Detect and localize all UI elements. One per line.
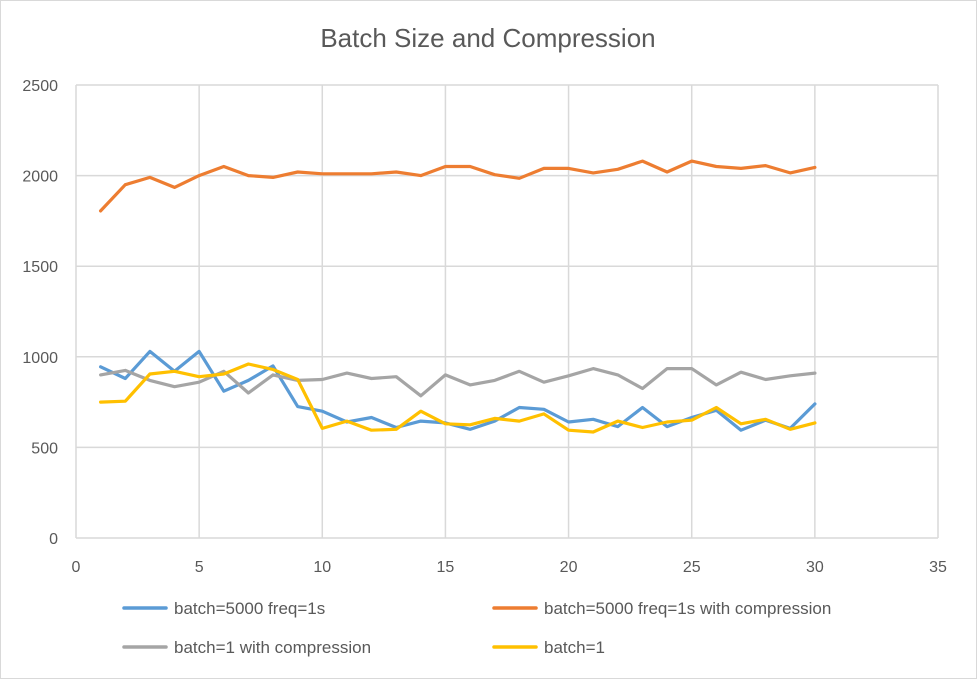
legend-item: batch=1 with compression	[122, 638, 371, 657]
x-tick-label: 0	[72, 559, 81, 576]
x-tick-label: 20	[560, 559, 578, 576]
series-layer	[98, 159, 817, 434]
series-line-batch-5000-freq-1s	[98, 349, 817, 432]
axis-ticks: 0 500 1000 1500 2000 2500 0 5 10 15 20 25 30 35	[22, 78, 947, 576]
x-tick-label: 30	[806, 559, 824, 576]
x-tick-label: 10	[313, 559, 331, 576]
chart-title: Batch Size and Compression	[320, 23, 655, 53]
x-tick-label: 35	[929, 559, 947, 576]
legend-item: batch=5000 freq=1s	[122, 599, 325, 618]
y-tick-label: 2500	[22, 78, 58, 95]
x-tick-label: 25	[683, 559, 701, 576]
series-line-batch-1-with-compression	[98, 367, 817, 398]
legend-label: batch=1	[544, 638, 605, 657]
legend-label: batch=5000 freq=1s	[174, 599, 325, 618]
y-tick-label: 500	[31, 440, 58, 457]
y-tick-label: 1000	[22, 350, 58, 367]
legend-item: batch=1	[492, 638, 605, 657]
legend-label: batch=5000 freq=1s with compression	[544, 599, 831, 618]
legend: batch=5000 freq=1s batch=5000 freq=1s wit…	[122, 599, 831, 657]
legend-item: batch=5000 freq=1s with compression	[492, 599, 831, 618]
grid	[75, 84, 939, 539]
x-tick-label: 5	[195, 559, 204, 576]
legend-label: batch=1 with compression	[174, 638, 371, 657]
y-tick-label: 1500	[22, 259, 58, 276]
y-tick-label: 0	[49, 531, 58, 548]
y-tick-label: 2000	[22, 169, 58, 186]
series-line-batch-1	[98, 362, 817, 434]
series-line-batch-5000-freq-1s-with-compression	[98, 159, 817, 213]
x-tick-label: 15	[437, 559, 455, 576]
